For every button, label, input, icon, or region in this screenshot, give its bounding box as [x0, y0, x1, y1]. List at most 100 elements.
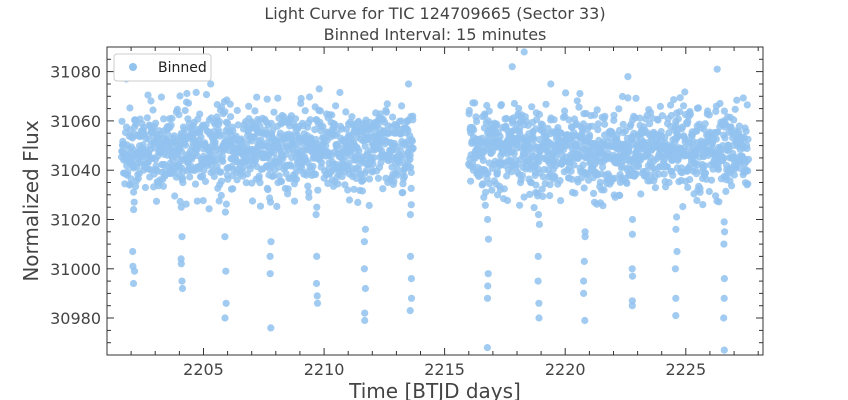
data-point [193, 197, 201, 205]
data-point [743, 101, 751, 109]
data-point [590, 189, 598, 197]
data-point [611, 174, 619, 182]
data-point [382, 108, 391, 116]
data-point [728, 182, 736, 190]
data-point [546, 192, 554, 200]
data-point [297, 94, 305, 103]
data-point [701, 169, 710, 177]
data-point [379, 185, 387, 193]
x-tick-label: 2215 [424, 360, 465, 379]
data-point [651, 184, 660, 192]
dip-point [628, 230, 637, 238]
data-point [255, 172, 263, 180]
dip-point [580, 257, 588, 265]
data-point [561, 107, 569, 115]
data-point [306, 116, 314, 124]
dip-point [484, 270, 492, 278]
data-point [143, 114, 151, 122]
data-point [722, 187, 730, 195]
data-point [407, 184, 415, 192]
data-point [693, 196, 701, 205]
data-point [503, 172, 511, 180]
data-point [394, 166, 402, 174]
x-tick-label: 2220 [545, 360, 586, 379]
dip-point [221, 314, 229, 322]
dip-point [484, 215, 492, 224]
data-point [594, 120, 602, 128]
data-point [202, 91, 211, 99]
dip-point [360, 238, 368, 246]
data-point [469, 160, 477, 168]
dip-point [406, 211, 414, 219]
data-point [700, 125, 708, 133]
y-tick-label: 31040 [50, 161, 101, 180]
data-point [568, 175, 576, 183]
data-point [699, 201, 707, 209]
dip-point [178, 233, 186, 241]
data-point [585, 131, 594, 139]
data-point [365, 175, 374, 183]
y-tick-label: 31060 [50, 112, 101, 131]
data-point [305, 188, 313, 196]
dip-point [267, 324, 275, 332]
dip-point [628, 215, 637, 224]
data-point [575, 103, 583, 111]
legend-box [113, 53, 212, 82]
x-tick-label: 2225 [665, 360, 706, 379]
data-point [269, 172, 278, 180]
dip-point [361, 225, 369, 233]
data-point [217, 168, 225, 176]
data-point [482, 188, 490, 196]
dip-point [628, 302, 636, 310]
dip-point [407, 294, 416, 302]
data-point [579, 120, 588, 128]
legend-label-binned: Binned [158, 60, 207, 76]
dip-point [720, 314, 728, 322]
data-point [562, 89, 570, 97]
data-point [654, 116, 662, 124]
dip-point [313, 203, 321, 211]
data-point [177, 148, 186, 156]
dip-point [129, 279, 138, 288]
dip-point [534, 252, 542, 260]
data-point [197, 133, 205, 141]
data-point [637, 190, 645, 198]
dip-point [222, 299, 230, 307]
dip-point [313, 252, 321, 260]
data-point [147, 97, 155, 105]
data-point [716, 99, 724, 108]
data-point [176, 92, 184, 100]
data-point [599, 163, 607, 171]
y-axis-label: Normalized Flux [19, 120, 43, 282]
data-point [222, 200, 230, 208]
data-point [619, 120, 627, 128]
dip-point [222, 267, 230, 275]
data-point [679, 203, 687, 211]
data-point [515, 104, 523, 113]
dip-point [221, 233, 229, 241]
outlier-point [207, 80, 215, 88]
data-point [588, 122, 596, 130]
x-axis-label: Time [BTJD days] [348, 379, 521, 400]
data-point [186, 173, 194, 181]
dip-point [221, 208, 229, 216]
data-point [701, 120, 709, 128]
data-point [510, 150, 518, 158]
data-point [696, 188, 704, 196]
data-point [248, 197, 257, 205]
data-point [670, 96, 678, 104]
data-point [488, 186, 496, 194]
data-point [291, 115, 300, 123]
data-point [256, 179, 264, 187]
legend-marker-binned [129, 63, 137, 71]
outlier-point [315, 85, 323, 93]
data-point [684, 183, 692, 191]
dip-point [628, 265, 636, 273]
data-point [503, 196, 512, 205]
data-point [739, 94, 747, 102]
data-point [223, 119, 232, 127]
data-point [538, 121, 547, 129]
dip-point [267, 238, 275, 246]
data-point [616, 191, 624, 200]
data-point [149, 106, 157, 114]
